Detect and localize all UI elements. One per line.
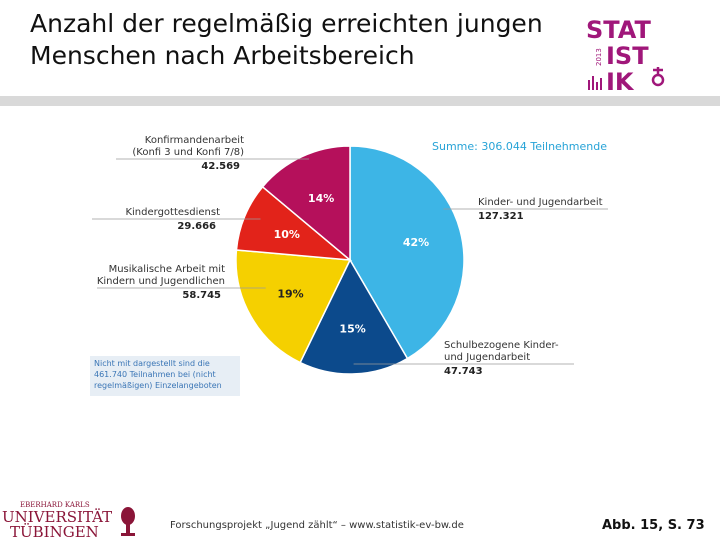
slice-percent-label: 14%: [308, 192, 334, 205]
slice-category-label: Konfirmandenarbeit: [145, 135, 244, 146]
pie-slice: [235, 249, 352, 364]
slice-value-label: 42.569: [201, 161, 240, 172]
slice-value-label: 29.666: [177, 221, 216, 232]
svg-text:STAT: STAT: [586, 16, 652, 44]
statistik-logo: STAT IST IK 2013: [586, 16, 665, 94]
svg-text:UNIVERSITÄT: UNIVERSITÄT: [2, 508, 112, 526]
slice-category-label: Kindern und Jugendlichen: [97, 276, 225, 287]
footer-source: Forschungsprojekt „Jugend zählt“ – www.s…: [170, 520, 464, 531]
pie-slice: [349, 145, 465, 360]
pie-chart: 42% 15% 19% 10% 14% Summe: 306.044 Teilnehme…: [92, 135, 608, 377]
slice-category-label: und Jugendarbeit: [444, 352, 530, 363]
svg-text:IK: IK: [606, 68, 635, 94]
pie-slice: [299, 258, 409, 375]
svg-text:TÜBINGEN: TÜBINGEN: [10, 523, 99, 540]
slice-percent-label: 15%: [339, 322, 365, 335]
slice-category-label: (Konfi 3 und Konfi 7/8): [132, 147, 244, 158]
slice-value-label: 47.743: [444, 366, 483, 377]
footnote-box: Nicht mit dargestellt sind die 461.740 T…: [90, 356, 240, 396]
slice-category-label: Musikalische Arbeit mit: [109, 264, 225, 275]
slice-percent-label: 10%: [274, 228, 300, 241]
svg-text:IST: IST: [606, 42, 649, 70]
slice-percent-label: 42%: [403, 236, 429, 249]
slice-value-label: 58.745: [182, 290, 221, 301]
pie-slice: [261, 145, 351, 262]
svg-text:EBERHARD KARLS: EBERHARD KARLS: [20, 501, 90, 509]
slice-value-label: 127.321: [478, 211, 524, 222]
header-divider: [0, 96, 720, 106]
svg-text:2013: 2013: [595, 48, 603, 66]
slice-category-label: Kinder- und Jugendarbeit: [478, 197, 603, 208]
page-title: Anzahl der regelmäßig erreichten jungen …: [30, 9, 543, 70]
slice-category-label: Schulbezogene Kinder-: [444, 340, 559, 351]
slice-percent-label: 19%: [277, 288, 303, 301]
university-logo: EBERHARD KARLS UNIVERSITÄT TÜBINGEN: [2, 501, 135, 540]
slice-category-label: Kindergottesdienst: [125, 207, 220, 218]
sum-annotation: Summe: 306.044 Teilnehmende: [432, 140, 607, 153]
page-reference: Abb. 15, S. 73: [602, 518, 705, 533]
